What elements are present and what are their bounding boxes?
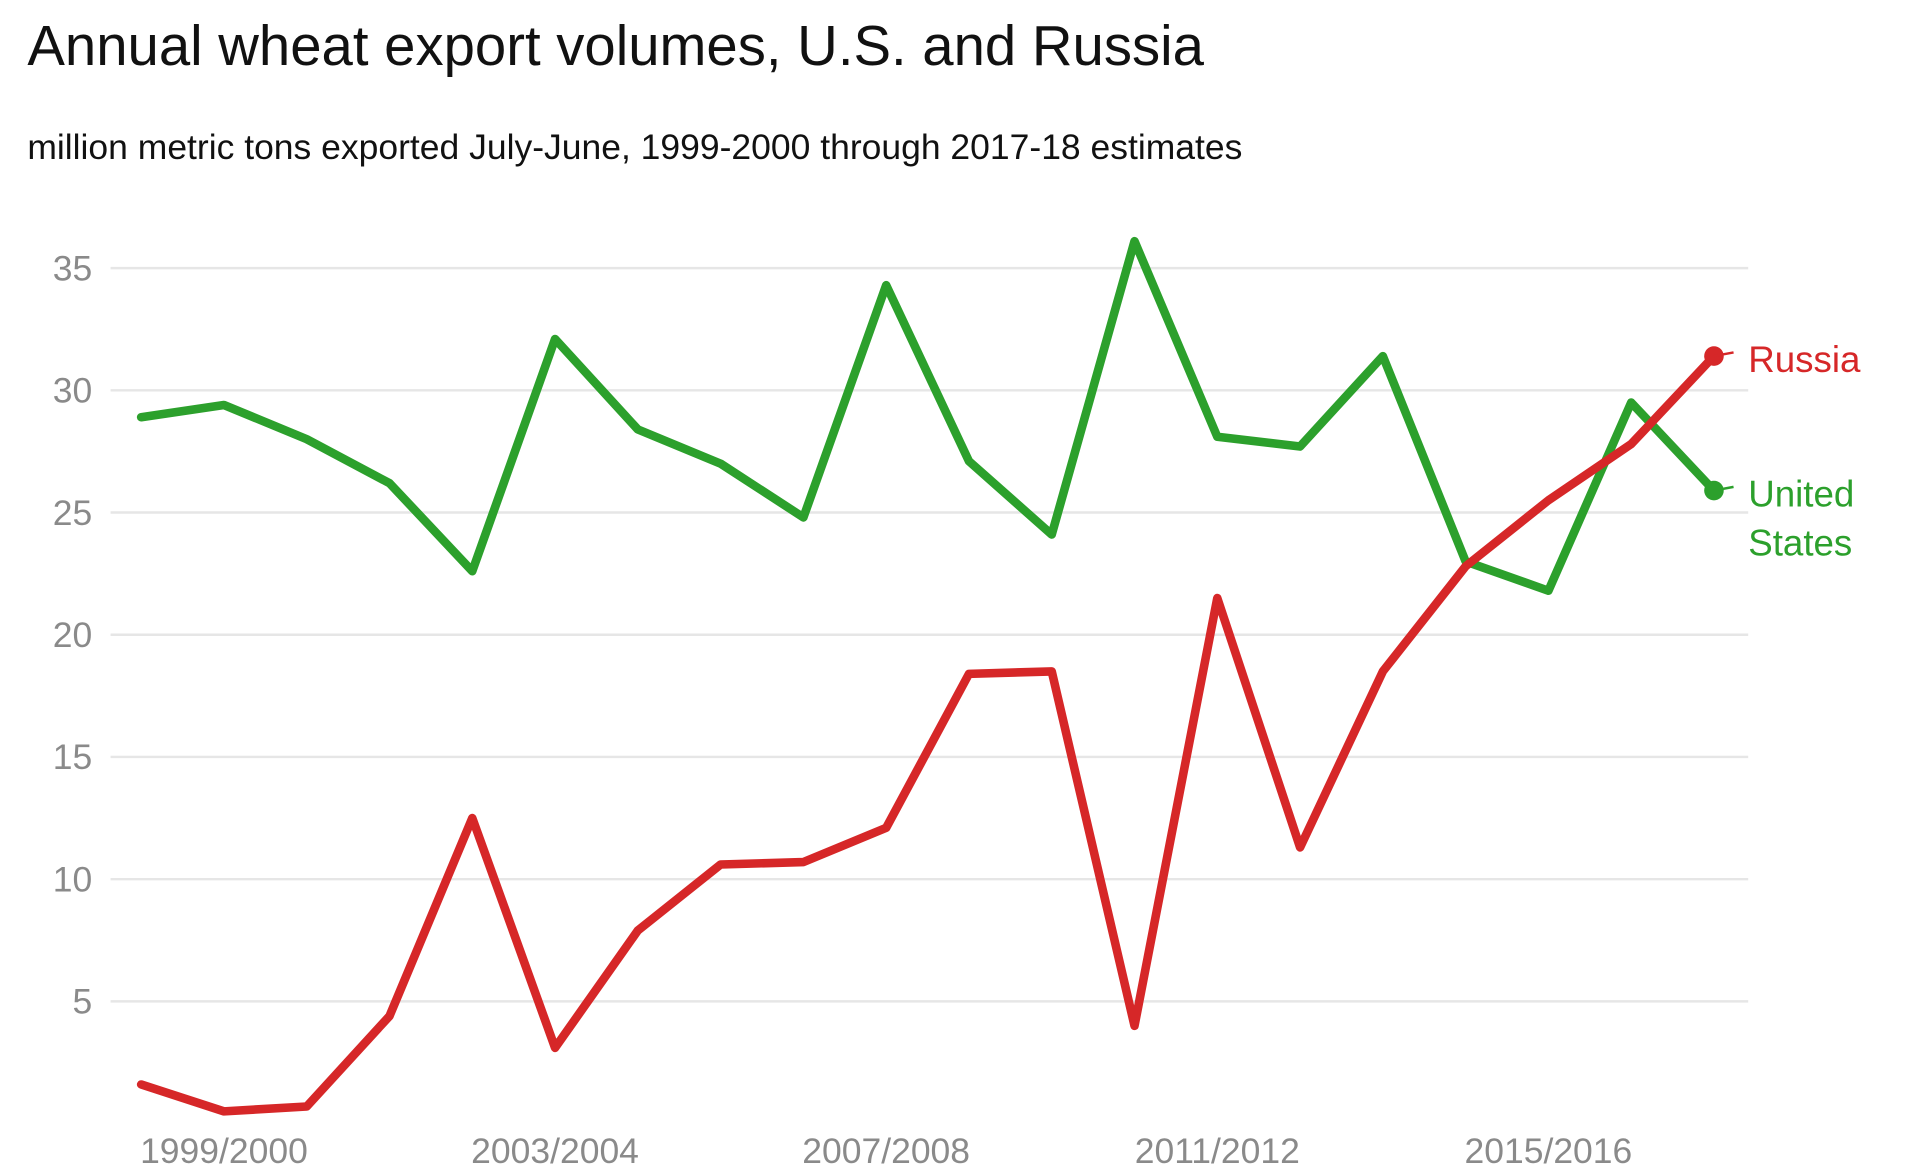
y-tick-label: 20 (53, 615, 92, 655)
y-tick-label: 10 (53, 859, 92, 899)
series-label-line: United (1748, 473, 1854, 514)
series-label-line: Russia (1748, 339, 1861, 380)
label-leader (1713, 351, 1734, 358)
series-line-united-states (136, 236, 1719, 596)
y-tick-label: 5 (72, 982, 92, 1022)
y-tick-label: 30 (53, 371, 92, 411)
series-line-russia (136, 351, 1719, 1116)
y-tick-label: 15 (53, 737, 92, 777)
x-tick-label: 1999/2000 (140, 1131, 308, 1171)
series-label: Russia (1748, 339, 1861, 380)
series-label-line: States (1748, 522, 1852, 563)
x-tick-label: 2003/2004 (471, 1131, 639, 1171)
series-end-point (1704, 346, 1724, 366)
x-tick-label: 2015/2016 (1465, 1131, 1633, 1171)
chart-title: Annual wheat export volumes, U.S. and Ru… (27, 14, 1204, 77)
series-end-point (1704, 480, 1724, 501)
chart-subtitle: million metric tons exported July-June, … (27, 127, 1242, 167)
y-tick-label: 35 (53, 248, 92, 288)
x-tick-label: 2011/2012 (1135, 1131, 1300, 1171)
series-label: United States (1748, 473, 1854, 563)
y-tick-label: 25 (53, 493, 92, 533)
x-tick-label: 2007/2008 (802, 1131, 970, 1171)
label-leader (1713, 485, 1734, 492)
